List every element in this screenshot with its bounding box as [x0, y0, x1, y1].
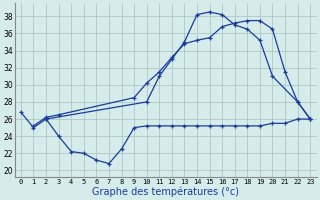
X-axis label: Graphe des températures (°c): Graphe des températures (°c)	[92, 186, 239, 197]
